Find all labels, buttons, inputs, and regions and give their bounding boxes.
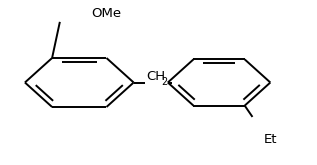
Text: 2: 2 <box>161 77 167 87</box>
Text: Et: Et <box>264 133 278 146</box>
Text: OMe: OMe <box>92 7 122 20</box>
Text: CH: CH <box>147 70 166 83</box>
